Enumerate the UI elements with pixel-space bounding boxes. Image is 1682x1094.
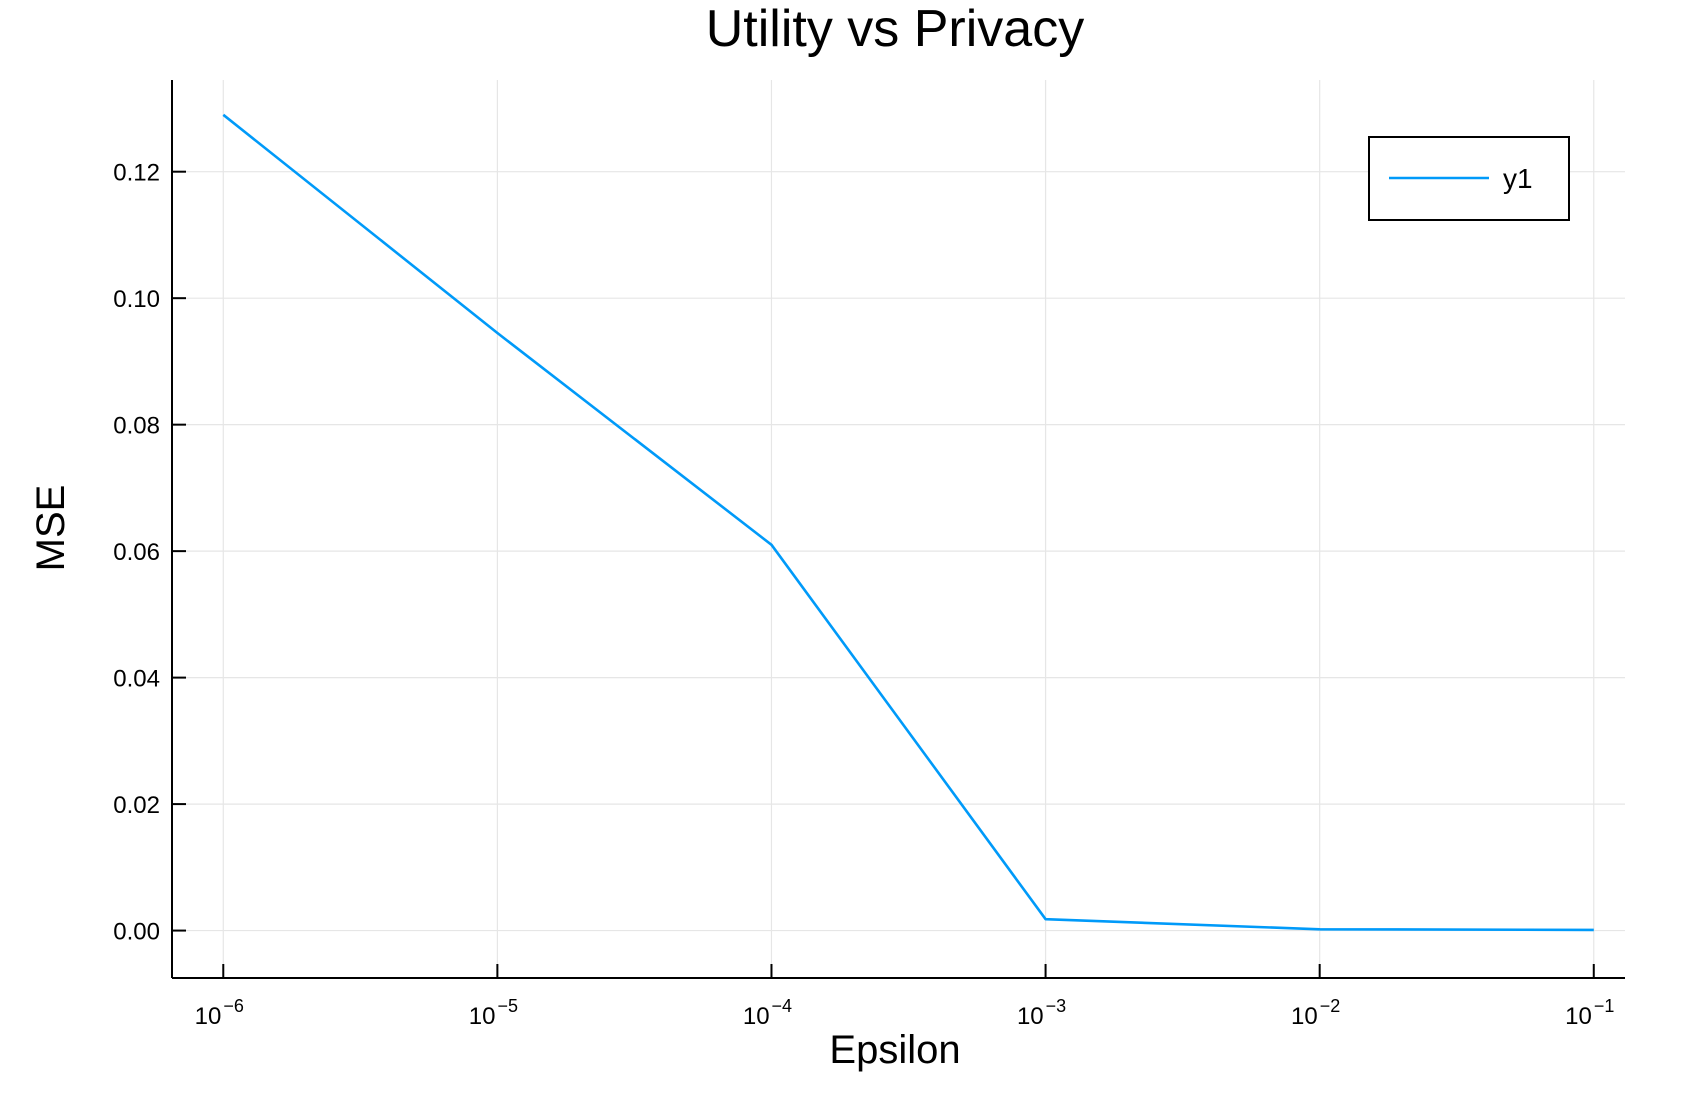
y-ticks: 0.00 0.02 0.04 0.06 0.08 0.10 0.12 [113,160,186,946]
y-tick-label: 0.08 [113,413,160,440]
y-axis-label: MSE [29,485,73,572]
series-line-y1 [222,113,1594,932]
y-tick-label: 0.02 [113,792,160,819]
legend-label-y1: y1 [1503,163,1533,194]
series-group [222,113,1594,932]
x-tick-label: 10 −3 [1017,996,1066,1030]
x-tick-label: 10 −4 [743,996,792,1030]
axes [171,80,1625,979]
x-axis-label: Epsilon [829,1028,960,1072]
y-tick-label: 0.12 [113,160,160,187]
x-tick-label: 10 −6 [195,996,244,1030]
x-tick-label: 10 −5 [469,996,518,1030]
x-ticks: 10 −6 10 −5 10 −4 10 −3 10 −2 10 −1 [195,964,1614,1030]
y-tick-label: 0.06 [113,539,160,566]
y-tick-label: 0.00 [113,919,160,946]
x-tick-label: 10 −1 [1565,996,1614,1030]
y-tick-label: 0.10 [113,286,160,313]
x-tick-label: 10 −2 [1291,996,1340,1030]
chart-title: Utility vs Privacy [706,0,1084,58]
y-tick-label: 0.04 [113,666,160,693]
legend: y1 [1368,136,1570,221]
